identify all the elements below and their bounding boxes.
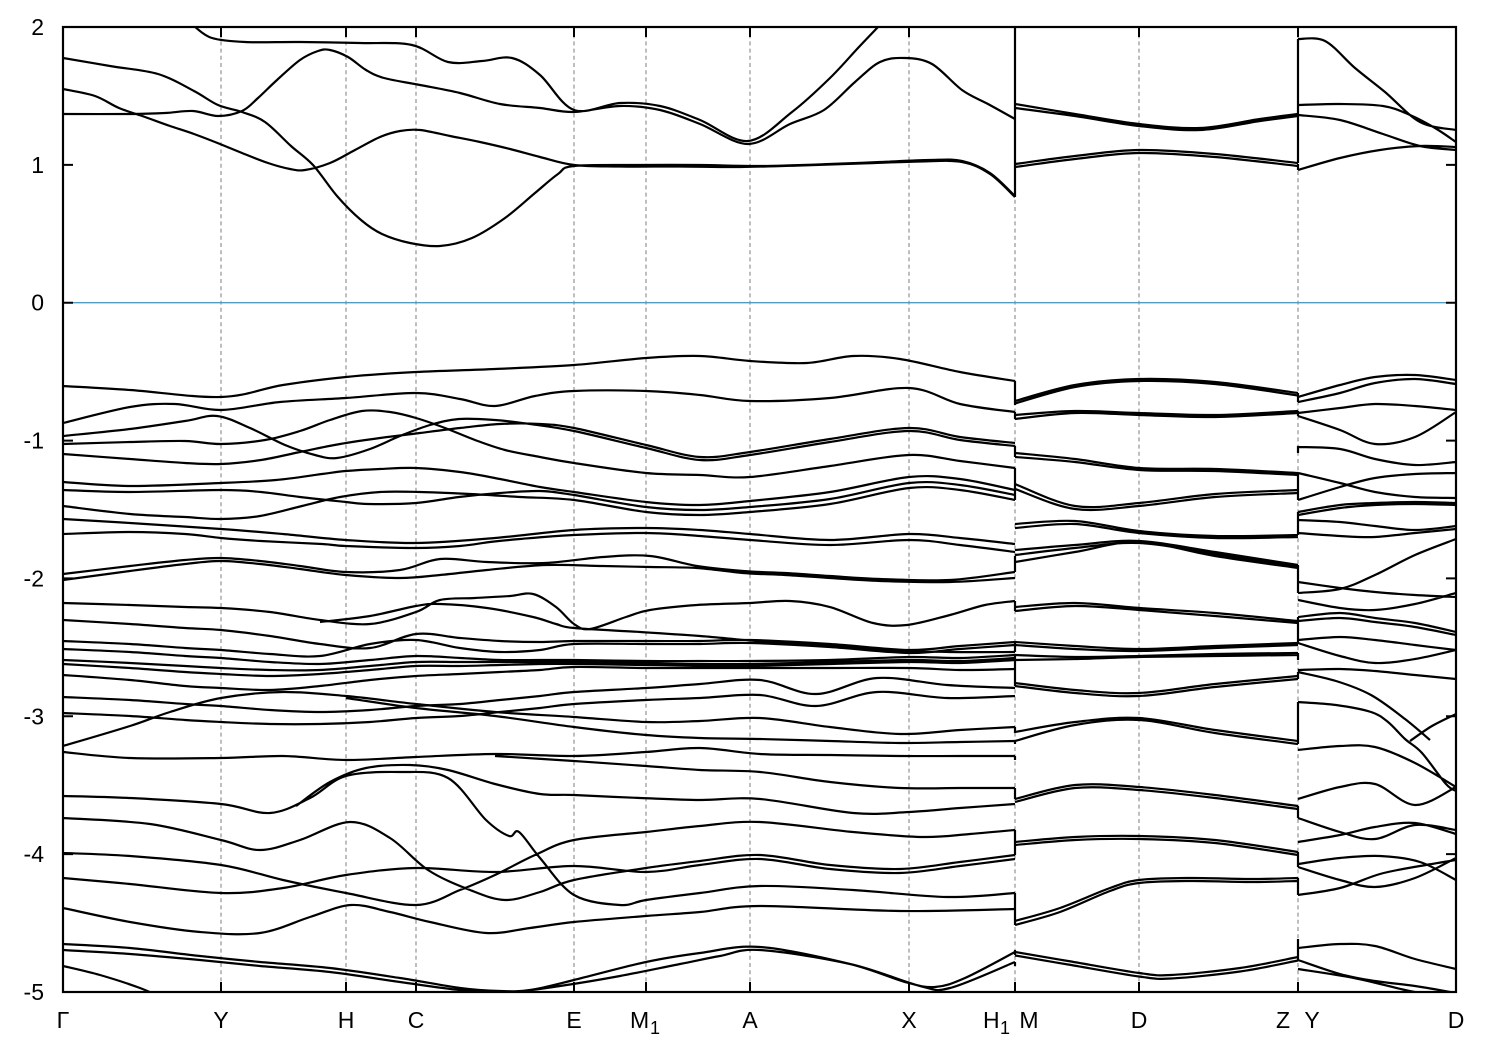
svg-text:X: X: [901, 1007, 916, 1033]
svg-text:1: 1: [650, 1018, 660, 1038]
svg-text:1: 1: [31, 152, 44, 178]
svg-text:Γ: Γ: [57, 1007, 70, 1033]
svg-text:D: D: [1448, 1007, 1465, 1033]
svg-text:2: 2: [31, 14, 44, 40]
svg-text:-4: -4: [24, 841, 45, 867]
svg-text:-3: -3: [24, 703, 44, 729]
svg-text:C: C: [408, 1007, 425, 1033]
svg-text:H: H: [338, 1007, 355, 1033]
svg-text:Y: Y: [213, 1007, 228, 1033]
svg-text:E: E: [566, 1007, 581, 1033]
svg-text:Y: Y: [1304, 1007, 1319, 1033]
svg-text:M: M: [630, 1007, 649, 1033]
svg-text:H: H: [983, 1007, 1000, 1033]
svg-text:1: 1: [1000, 1018, 1010, 1038]
svg-text:D: D: [1131, 1007, 1148, 1033]
svg-text:0: 0: [31, 290, 44, 316]
svg-text:-1: -1: [24, 428, 44, 454]
svg-text:Z: Z: [1276, 1007, 1290, 1033]
svg-text:A: A: [742, 1007, 758, 1033]
svg-text:-5: -5: [24, 979, 44, 1005]
svg-text:M: M: [1019, 1007, 1038, 1033]
svg-text:-2: -2: [24, 565, 44, 591]
